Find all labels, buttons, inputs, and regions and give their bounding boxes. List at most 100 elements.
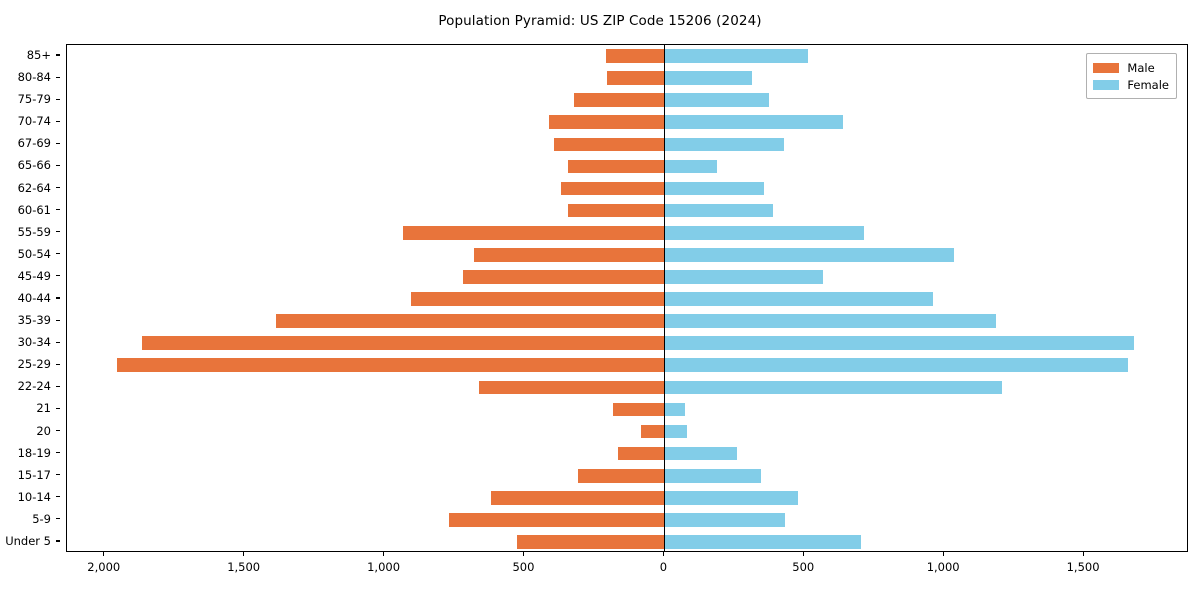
- bar-male: [479, 380, 665, 395]
- y-tick-label: 80-84: [17, 70, 51, 85]
- y-tick-mark: [56, 142, 60, 144]
- x-tick-label: 2,000: [87, 560, 121, 574]
- x-tick-label: 500: [512, 560, 535, 574]
- bar-male: [116, 358, 665, 373]
- bar-female: [664, 181, 765, 196]
- x-tick-mark: [243, 552, 245, 556]
- bar-female: [664, 424, 688, 439]
- bar-female: [664, 203, 774, 218]
- y-tick-mark: [56, 76, 60, 78]
- bar-row: [67, 535, 1187, 549]
- y-tick-mark: [56, 319, 60, 321]
- bar-female: [664, 225, 865, 240]
- bar-male: [474, 247, 665, 262]
- bar-female: [664, 115, 844, 130]
- bar-female: [664, 336, 1135, 350]
- y-tick-mark: [56, 363, 60, 365]
- bar-male: [549, 115, 665, 130]
- bar-male: [462, 270, 665, 284]
- bar-male: [561, 181, 665, 196]
- bar-male: [607, 71, 665, 85]
- bar-row: [67, 203, 1187, 218]
- bar-female: [664, 490, 799, 505]
- bar-male: [567, 203, 665, 218]
- bar-row: [67, 490, 1187, 505]
- y-tick-label: 15-17: [17, 467, 51, 482]
- bar-row: [67, 380, 1187, 395]
- bar-male: [613, 402, 665, 417]
- y-tick-mark: [56, 98, 60, 100]
- bar-row: [67, 402, 1187, 417]
- bar-row: [67, 292, 1187, 306]
- y-tick-label: 67-69: [17, 136, 51, 151]
- y-tick-label: 30-34: [17, 335, 51, 350]
- y-tick-label: 55-59: [17, 224, 51, 239]
- x-tick-label: 500: [792, 560, 815, 574]
- legend-swatch-male: [1093, 62, 1120, 73]
- y-tick-mark: [56, 474, 60, 476]
- y-tick-label: 35-39: [17, 313, 51, 328]
- y-tick-mark: [56, 120, 60, 122]
- bar-male: [448, 513, 665, 527]
- bar-male: [574, 93, 665, 108]
- y-tick-mark: [56, 452, 60, 454]
- bar-female: [664, 380, 1003, 395]
- zero-axis-line: [663, 45, 666, 551]
- bar-male: [605, 49, 665, 63]
- legend-item-female: Female: [1093, 76, 1169, 93]
- y-tick-label: 5-9: [32, 511, 51, 526]
- bar-male: [275, 314, 665, 328]
- y-tick-label: 60-61: [17, 202, 51, 217]
- x-tick-mark: [383, 552, 385, 556]
- chart-title: Population Pyramid: US ZIP Code 15206 (2…: [438, 13, 762, 29]
- bar-row: [67, 71, 1187, 85]
- legend-label-male: Male: [1127, 60, 1155, 75]
- bar-female: [664, 513, 786, 527]
- bar-row: [67, 247, 1187, 262]
- x-tick-mark: [942, 552, 944, 556]
- bar-female: [664, 93, 770, 108]
- x-tick-mark: [103, 552, 105, 556]
- y-tick-mark: [56, 275, 60, 277]
- bar-row: [67, 468, 1187, 483]
- bar-row: [67, 446, 1187, 461]
- y-tick-label: 40-44: [17, 291, 51, 305]
- x-tick-label: 1,500: [227, 560, 261, 574]
- y-tick-mark: [56, 496, 60, 498]
- y-tick-label: 25-29: [17, 357, 51, 372]
- y-tick-label: 20: [36, 423, 51, 438]
- y-tick-mark: [56, 429, 60, 432]
- bar-female: [664, 468, 762, 483]
- y-tick-mark: [56, 341, 60, 343]
- y-tick-label: Under 5: [5, 533, 51, 548]
- x-tick-mark: [522, 552, 525, 556]
- bar-male: [517, 535, 665, 549]
- bar-row: [67, 137, 1187, 152]
- legend: Male Female: [1086, 53, 1177, 99]
- y-tick-label: 22-24: [17, 379, 51, 394]
- y-tick-label: 18-19: [17, 445, 51, 460]
- bar-male: [567, 159, 665, 174]
- y-tick-mark: [56, 209, 60, 211]
- x-tick-mark: [662, 552, 664, 556]
- bar-female: [664, 292, 934, 306]
- y-tick-mark: [56, 231, 60, 233]
- bar-male: [141, 336, 665, 350]
- y-tick-label: 45-49: [17, 268, 51, 283]
- bars-layer: [67, 45, 1187, 551]
- y-tick-label: 62-64: [17, 180, 51, 195]
- bar-male: [490, 490, 665, 505]
- bar-male: [641, 424, 665, 439]
- x-tick-label: 0: [659, 560, 668, 574]
- bar-row: [67, 181, 1187, 196]
- bar-male: [403, 225, 665, 240]
- x-tick-label: 1,500: [1066, 560, 1100, 574]
- bar-female: [664, 535, 862, 549]
- bar-female: [664, 49, 809, 63]
- bar-row: [67, 314, 1187, 328]
- bar-row: [67, 513, 1187, 527]
- y-tick-mark: [56, 164, 60, 167]
- y-tick-label: 85+: [26, 48, 51, 63]
- bar-female: [664, 446, 738, 461]
- y-tick-mark: [56, 407, 60, 409]
